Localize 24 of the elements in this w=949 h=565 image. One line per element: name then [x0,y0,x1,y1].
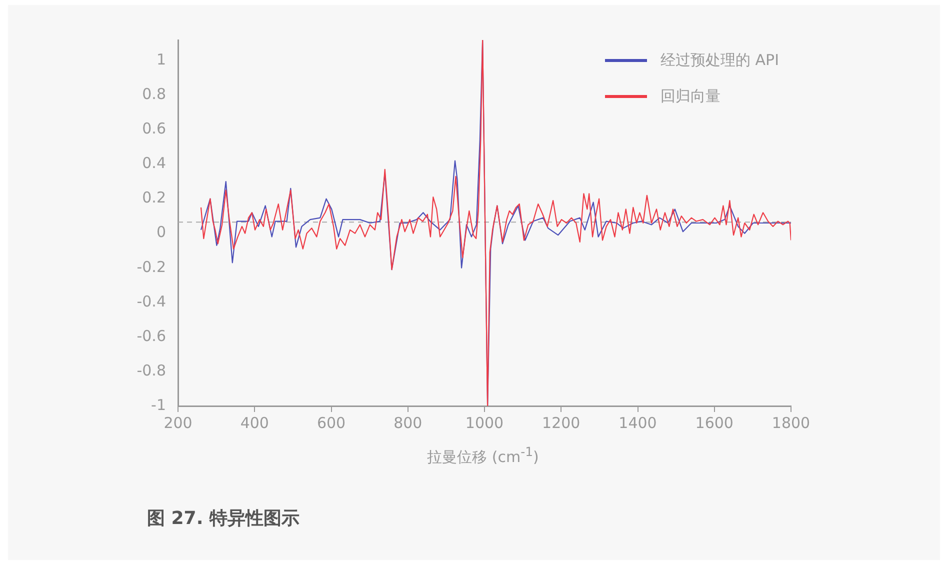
x-tick-label: 1200 [542,414,580,432]
x-tick-label: 1400 [618,414,657,432]
y-tick-label: 0.4 [142,154,166,172]
y-tick-label: -0.4 [136,292,166,310]
y-tick-label: 0.8 [142,85,166,104]
x-tick-label: 600 [316,414,346,432]
x-tick-label: 1000 [465,414,504,432]
x-tick-label: 800 [394,414,422,432]
y-tick-label: 1 [156,50,166,69]
text: 图 27. 特异性图示 [147,507,300,530]
y-tick-label: -0.2 [136,258,166,276]
y-tick-label: 0.2 [142,188,166,207]
x-tick-label: 1600 [695,414,734,432]
y-tick-label: 0 [156,223,166,242]
x-axis-title: 拉曼位移 (cm$^{-1}$) [426,444,540,467]
y-tick-label: -0.8 [136,361,166,380]
y-tick-label: -0.6 [136,326,166,345]
x-tick-label: 400 [240,414,269,432]
x-tick-label: 200 [164,414,192,432]
y-tick-label: -1 [151,396,166,414]
x-tick-label: 1800 [772,414,810,432]
legend-label: 经过预处理的 API [660,50,779,70]
legend-label: 回归向量 [660,86,720,106]
y-tick-label: 0.6 [142,120,166,138]
